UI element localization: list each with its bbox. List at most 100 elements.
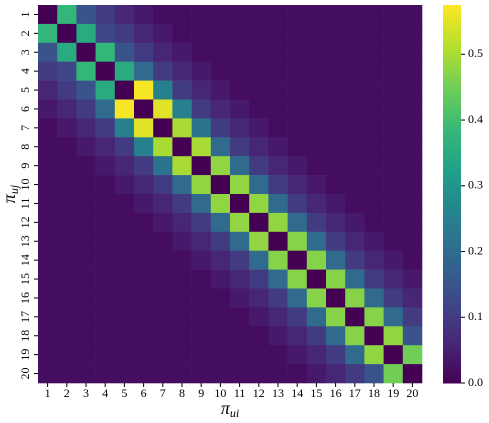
heatmap-cell (114, 231, 135, 251)
heatmap-cell (114, 5, 135, 25)
colorbar-segment (443, 124, 461, 129)
heatmap-cell (383, 99, 404, 119)
colorbar-segment (443, 219, 461, 223)
colorbar-segment (443, 370, 461, 375)
heatmap-cell (287, 137, 308, 157)
heatmap-cell (383, 307, 404, 327)
heatmap-cell (249, 307, 269, 327)
colorbar-segment (443, 165, 461, 170)
heatmap-cell (326, 99, 346, 119)
heatmap-cell (38, 80, 58, 100)
heatmap-cell (345, 364, 365, 384)
heatmap-cell (57, 80, 77, 100)
colorbar-segment (443, 294, 461, 299)
colorbar-segment (443, 269, 461, 274)
y-tick-label: 5 (18, 87, 32, 93)
heatmap-cell (402, 118, 423, 138)
heatmap-cell (95, 137, 116, 157)
heatmap-cell (210, 5, 231, 25)
colorbar-segment (443, 376, 461, 381)
heatmap-cell (287, 118, 308, 138)
x-tick-label: 19 (387, 386, 399, 400)
heatmap-cell (268, 5, 288, 25)
colorbar-segment (443, 187, 461, 192)
heatmap-cell (57, 212, 77, 233)
colorbar-segment (443, 329, 461, 334)
colorbar-segment (443, 320, 461, 324)
heatmap-cell (38, 5, 58, 25)
heatmap-cell (326, 118, 346, 138)
colorbar-segment (443, 247, 461, 252)
heatmap-cell (153, 288, 173, 308)
heatmap-cell (287, 23, 308, 44)
heatmap-cell (402, 99, 423, 119)
heatmap-cell (57, 345, 77, 365)
heatmap-cell (172, 364, 192, 384)
colorbar-segment (443, 112, 461, 116)
x-tick-label: 2 (64, 386, 70, 400)
heatmap-cell (364, 231, 384, 251)
heatmap-cell (383, 42, 404, 62)
colorbar-segment (443, 55, 461, 60)
heatmap-cell (153, 194, 173, 214)
heatmap-cell (230, 269, 250, 289)
heatmap-cell (210, 137, 231, 157)
colorbar-segment (443, 234, 461, 239)
x-tick-label: 4 (102, 386, 108, 400)
heatmap-cell (268, 42, 288, 62)
heatmap-cell (191, 99, 212, 119)
colorbar-segment (443, 288, 461, 293)
heatmap-cell (345, 212, 365, 233)
heatmap-cell (95, 118, 116, 138)
heatmap-cell (364, 118, 384, 138)
heatmap-cell (402, 42, 423, 62)
heatmap-cell (383, 137, 404, 157)
heatmap-cell (345, 307, 365, 327)
heatmap-cell (153, 175, 173, 195)
heatmap-cell (306, 194, 327, 214)
colorbar-segment (443, 345, 461, 349)
heatmap-cell (364, 61, 384, 81)
colorbar-segment (443, 272, 461, 277)
heatmap-cell (383, 250, 404, 270)
heatmap-cell (230, 231, 250, 251)
heatmap-cell (191, 194, 212, 214)
y-tick-label: 11 (18, 198, 32, 210)
y-tick-label: 13 (18, 235, 32, 247)
heatmap-cell (210, 99, 231, 119)
heatmap-cell (402, 23, 423, 44)
colorbar-segment (443, 90, 461, 94)
heatmap-cell (402, 364, 423, 384)
colorbar-segment (443, 5, 461, 9)
colorbar-segment (443, 206, 461, 211)
heatmap-cell (114, 118, 135, 138)
colorbar-segment (443, 364, 461, 368)
heatmap-cell (134, 80, 154, 100)
colorbar-segment (443, 244, 461, 249)
heatmap-cell (306, 175, 327, 195)
colorbar-segment (443, 181, 461, 186)
heatmap-cell (76, 194, 96, 214)
heatmap-cell (230, 212, 250, 233)
heatmap-cell (402, 250, 423, 270)
y-tick-label: 14 (18, 254, 32, 266)
heatmap-cell (153, 250, 173, 270)
colorbar-segment (443, 291, 461, 296)
colorbar-segment (443, 263, 461, 267)
heatmap-cell (134, 288, 154, 308)
heatmap-cell (95, 61, 116, 81)
heatmap-cell (172, 118, 192, 138)
heatmap-cell (38, 61, 58, 81)
colorbar-segment (443, 367, 461, 371)
heatmap-cell (57, 250, 77, 270)
heatmap-cell (95, 364, 116, 384)
colorbar-segment (443, 68, 461, 72)
heatmap-cell (287, 307, 308, 327)
heatmap-cell (38, 231, 58, 251)
heatmap-cell (95, 5, 116, 25)
heatmap-cell (210, 345, 231, 365)
heatmap-cell (191, 364, 212, 384)
heatmap-cell (57, 269, 77, 289)
heatmap-cell (172, 156, 192, 176)
heatmap-cell (57, 326, 77, 346)
